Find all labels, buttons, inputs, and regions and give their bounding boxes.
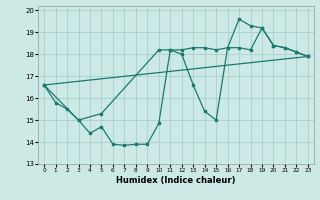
X-axis label: Humidex (Indice chaleur): Humidex (Indice chaleur) (116, 176, 236, 185)
